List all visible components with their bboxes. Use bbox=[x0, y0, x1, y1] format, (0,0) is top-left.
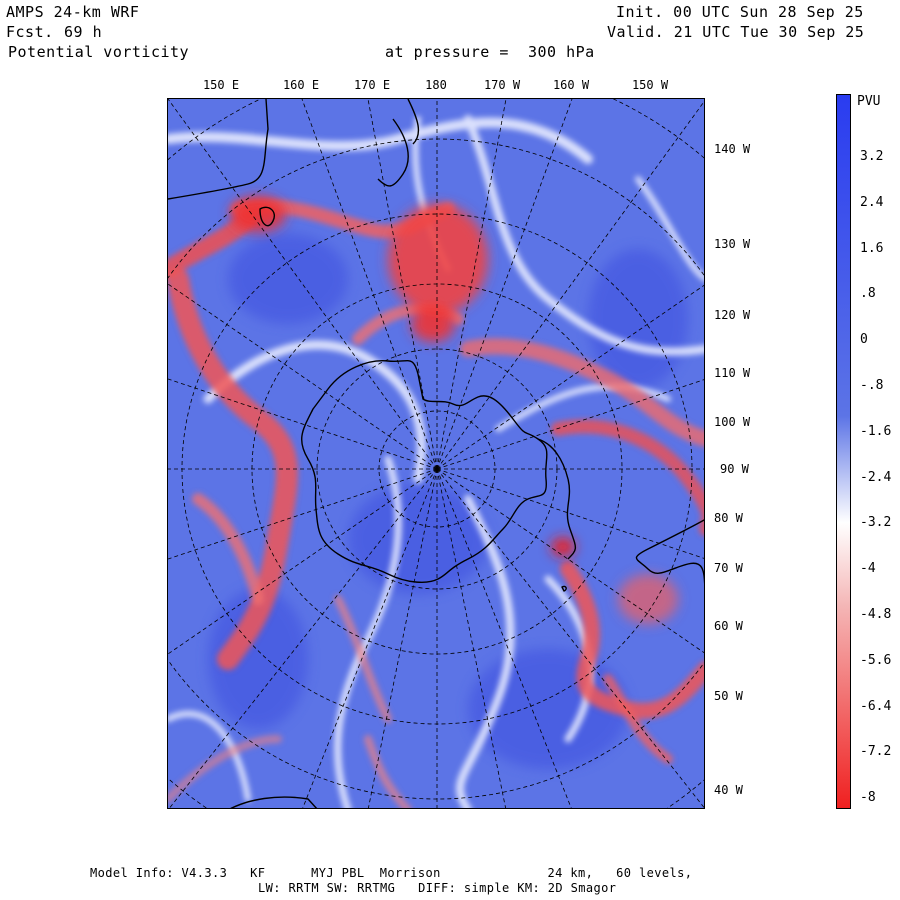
new-zealand-coastline bbox=[377, 99, 420, 187]
valid-time: Valid. 21 UTC Tue 30 Sep 25 bbox=[607, 23, 865, 41]
pv-negative-bands bbox=[168, 199, 704, 808]
island bbox=[561, 585, 567, 592]
colorbar-tick-label: -.8 bbox=[860, 378, 884, 393]
colorbar-tick-label: 3.2 bbox=[860, 149, 884, 164]
australia-coastline bbox=[168, 99, 269, 200]
lon-label: 180 bbox=[425, 78, 447, 92]
pv-map-svg bbox=[168, 99, 704, 808]
colorbar-tick-label: -4 bbox=[860, 561, 876, 577]
lon-label: 170 E bbox=[353, 78, 391, 92]
colorbar-tick-label: -8 bbox=[860, 790, 876, 806]
colorbar-unit: PVU bbox=[857, 94, 881, 109]
pv-negative-cores bbox=[230, 196, 678, 624]
colorbar-tick-label: -6.4 bbox=[860, 698, 892, 714]
graticule bbox=[168, 99, 704, 808]
antarctica-coastline bbox=[300, 360, 548, 583]
meridian-label: 140 W bbox=[714, 142, 751, 156]
africa-coastline bbox=[230, 796, 318, 808]
island bbox=[259, 206, 275, 227]
lon-label: 160 W bbox=[552, 78, 590, 92]
colorbar-tick-label: .8 bbox=[860, 286, 876, 302]
colorbar-tick-label: -1.6 bbox=[860, 423, 892, 439]
model-info-line2: LW: RRTM SW: RRTMG DIFF: simple KM: 2D S… bbox=[258, 881, 617, 895]
colorbar-tick-label: 2.4 bbox=[860, 194, 884, 210]
lon-label: 150 W bbox=[631, 78, 669, 92]
model-info-line1: Model Info: V4.3.3 KF MYJ PBL Morrison 2… bbox=[90, 866, 693, 880]
init-time: Init. 00 UTC Sun 28 Sep 25 bbox=[616, 3, 864, 21]
colorbar-tick-label: 1.6 bbox=[860, 240, 884, 256]
colorbar bbox=[836, 94, 851, 809]
meridian-label: 80 W bbox=[714, 511, 743, 525]
meridian-label: 40 W bbox=[714, 783, 743, 797]
colorbar-tick-label: 0 bbox=[860, 332, 868, 348]
meridian-label: 90 W bbox=[720, 462, 749, 476]
colorbar-tick-label: -4.8 bbox=[860, 607, 892, 622]
lon-label: 150 E bbox=[202, 78, 240, 92]
meridian-label: 100 W bbox=[714, 415, 751, 429]
lon-label: 160 E bbox=[282, 78, 320, 92]
colorbar-tick-label: -3.2 bbox=[860, 515, 892, 531]
meridian-label: 70 W bbox=[714, 561, 743, 575]
south-america-coastline bbox=[635, 519, 704, 584]
meridian-label: 110 W bbox=[714, 366, 751, 380]
coastlines bbox=[168, 99, 704, 808]
meridian-label: 50 W bbox=[714, 689, 743, 703]
meridian-label: 120 W bbox=[714, 308, 751, 322]
pressure-level: at pressure = 300 hPa bbox=[385, 43, 595, 61]
pv-map[interactable] bbox=[167, 98, 705, 809]
lon-label: 170 W bbox=[483, 78, 521, 92]
colorbar-tick-label: -2.4 bbox=[860, 469, 892, 485]
meridian-label: 60 W bbox=[714, 619, 743, 633]
meridian-label: 130 W bbox=[714, 237, 751, 251]
forecast-label: Fcst. bbox=[6, 23, 54, 41]
antarctic-peninsula-coastline bbox=[537, 438, 577, 560]
forecast-hour: 69 h bbox=[64, 23, 103, 41]
colorbar-tick-label: -5.6 bbox=[860, 652, 892, 668]
field-name: Potential vorticity bbox=[8, 43, 190, 61]
model-title: AMPS 24-km WRF bbox=[6, 3, 140, 21]
colorbar-tick-label: -7.2 bbox=[860, 744, 892, 760]
